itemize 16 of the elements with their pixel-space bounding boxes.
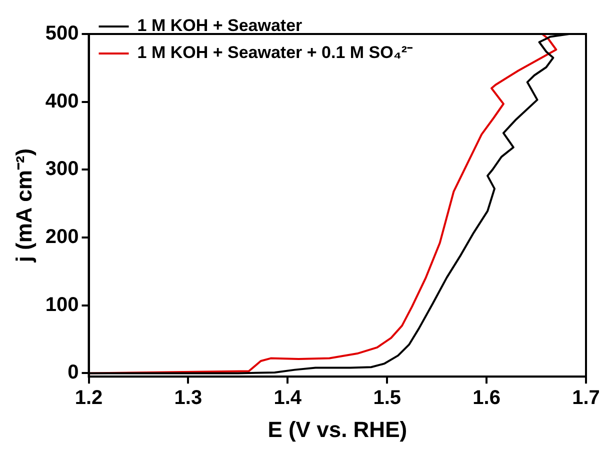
y-tick-label: 400 [45,90,79,112]
x-tick-label: 1.4 [274,387,302,410]
legend-label: 1 M KOH + Seawater + 0.1 M SO₄²⁻ [137,43,414,62]
x-tick-label: 1.3 [174,387,202,410]
x-tick-label: 1.6 [472,387,500,410]
legend-label: 1 M KOH + Seawater [137,16,303,36]
y-tick-label: 100 [45,294,79,316]
x-tick-label: 1.5 [373,387,402,410]
x-axis-title: E (V vs. RHE) [268,416,408,442]
x-tick-label: 1.7 [572,387,600,410]
y-tick-label: 300 [45,158,79,180]
y-tick-label: 0 [68,362,79,384]
y-tick-label: 500 [45,22,79,45]
x-tick-label: 1.2 [74,387,103,410]
y-axis-title: j (mA cm⁻²) [11,148,36,264]
y-tick-label: 200 [45,226,79,248]
